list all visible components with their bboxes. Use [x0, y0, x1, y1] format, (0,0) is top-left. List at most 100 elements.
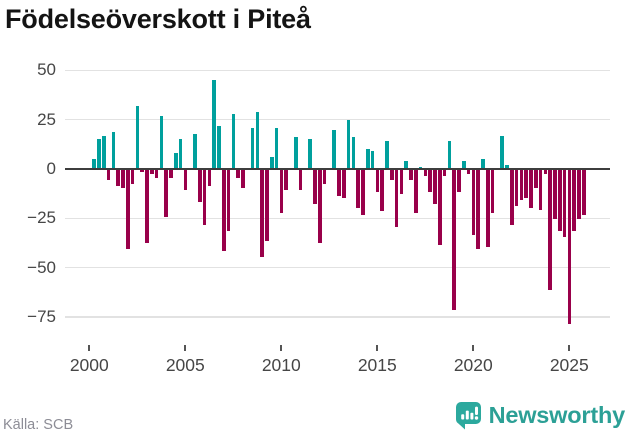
- bar-positive: [250, 127, 255, 169]
- bar-positive: [212, 80, 216, 169]
- gridline-25: [65, 118, 610, 121]
- bar-positive: [231, 113, 236, 169]
- bar-negative: [438, 170, 442, 245]
- chart-title: Födelseöverskott i Piteå: [5, 4, 311, 34]
- bar-negative: [375, 170, 380, 192]
- bar-negative: [116, 170, 120, 186]
- bar-negative: [106, 170, 111, 180]
- bar-negative: [145, 170, 149, 243]
- bar-negative: [226, 170, 231, 232]
- bar-negative: [202, 170, 207, 226]
- bar-negative: [510, 170, 514, 226]
- bar-negative: [236, 170, 240, 178]
- bar-negative: [342, 170, 346, 198]
- bar-negative: [390, 170, 394, 180]
- bar-positive: [505, 165, 509, 169]
- newsworthy-logo: Newsworthy: [455, 401, 625, 430]
- bar-negative: [279, 170, 284, 214]
- x-axis-tick: [280, 345, 283, 351]
- bar-negative: [207, 170, 212, 186]
- bar-negative: [452, 170, 456, 311]
- bar-positive: [332, 129, 336, 169]
- bar-negative: [265, 170, 269, 241]
- bar-negative: [409, 170, 413, 180]
- bar-negative: [423, 170, 428, 176]
- y-axis-label: −25: [27, 208, 56, 228]
- bar-negative: [534, 170, 538, 188]
- bar-negative: [284, 170, 288, 190]
- bar-negative: [543, 170, 548, 174]
- bar-positive: [193, 133, 197, 169]
- gridline-−50: [65, 266, 610, 269]
- bar-positive: [462, 161, 466, 169]
- bar-negative: [562, 170, 567, 238]
- y-axis-label: −50: [27, 257, 56, 277]
- bar-negative: [313, 170, 317, 204]
- bar-negative: [476, 170, 480, 249]
- bar-positive: [102, 135, 106, 169]
- bar-negative: [318, 170, 322, 243]
- bar-negative: [471, 170, 476, 236]
- bar-negative: [538, 170, 543, 210]
- bar-positive: [270, 157, 274, 169]
- bar-positive: [294, 137, 298, 169]
- bar-negative: [548, 170, 552, 291]
- x-axis-tick: [568, 345, 571, 351]
- bar-negative: [121, 170, 125, 188]
- y-axis-label: 50: [37, 60, 56, 80]
- bar-positive: [111, 131, 116, 169]
- bar-negative: [466, 170, 471, 174]
- bar-positive: [308, 139, 312, 169]
- bar-negative: [577, 170, 581, 220]
- bar-negative: [394, 170, 399, 228]
- bar-positive: [274, 127, 279, 169]
- bar-negative: [553, 170, 557, 220]
- bar-negative: [198, 170, 202, 202]
- bar-negative: [572, 170, 576, 232]
- x-axis-tick: [184, 345, 187, 351]
- gridline-−75: [65, 316, 610, 318]
- x-axis-tick: [88, 345, 91, 351]
- bar-positive: [217, 125, 221, 169]
- bar-negative: [514, 170, 519, 206]
- bar-negative: [130, 170, 135, 184]
- bar-negative: [567, 170, 572, 324]
- bar-positive: [366, 149, 370, 169]
- bar-negative: [337, 170, 341, 196]
- gridline-−25: [65, 217, 610, 220]
- x-axis-tick: [376, 345, 379, 351]
- newsworthy-wordmark: Newsworthy: [488, 402, 626, 428]
- bar-positive: [159, 115, 164, 169]
- bar-negative: [442, 170, 447, 176]
- bar-negative: [356, 170, 360, 208]
- bar-positive: [404, 161, 408, 169]
- bar-negative: [519, 170, 524, 200]
- bar-positive: [92, 159, 96, 169]
- x-axis-label: 2025: [549, 355, 589, 375]
- bar-negative: [529, 170, 533, 208]
- zero-baseline: [65, 168, 610, 170]
- bar-negative: [361, 170, 365, 216]
- x-axis-tick: [472, 345, 475, 351]
- bar-negative: [169, 170, 173, 178]
- bar-negative: [241, 170, 245, 188]
- bar-negative: [298, 170, 303, 190]
- bar-negative: [322, 170, 327, 184]
- bar-negative: [164, 170, 168, 218]
- bar-negative: [154, 170, 159, 178]
- bar-positive: [178, 139, 183, 169]
- bar-negative: [433, 170, 437, 204]
- x-axis-label: 2015: [357, 355, 397, 375]
- bar-negative: [140, 170, 144, 172]
- bar-positive: [351, 137, 356, 169]
- bar-negative: [558, 170, 562, 232]
- bar-positive: [174, 153, 178, 169]
- bar-negative: [399, 170, 404, 194]
- y-axis-label: 0: [46, 159, 56, 178]
- newsworthy-chart-bubble-icon: [455, 401, 482, 430]
- bar-positive: [255, 111, 260, 169]
- bar-negative: [490, 170, 495, 214]
- bar-positive: [447, 141, 452, 169]
- gridline-50: [65, 69, 610, 72]
